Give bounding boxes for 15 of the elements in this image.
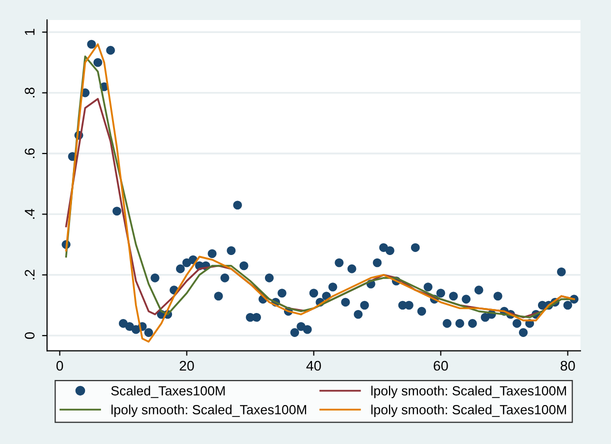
x-tick-label: 0 <box>56 360 64 371</box>
x-tick-label: 20 <box>180 360 194 371</box>
legend-label: lpoly smooth: Scaled_Taxes100M <box>371 386 566 398</box>
y-tick-label: .6 <box>24 148 35 158</box>
y-tick-label: 1 <box>24 28 34 35</box>
legend-label: Scaled_Taxes100M <box>111 386 225 398</box>
y-tick-label: .4 <box>24 208 34 219</box>
x-tick-label: 40 <box>306 360 321 371</box>
x-tick-label: 60 <box>434 360 448 371</box>
x-tick-label: 80 <box>560 360 575 371</box>
legend-label: lpoly smooth: Scaled_Taxes100M <box>371 404 566 417</box>
legend-label: lpoly smooth: Scaled_Taxes100M <box>112 404 306 417</box>
y-tick-label: .8 <box>24 88 35 98</box>
y-tick-label: .2 <box>24 270 34 280</box>
y-tick-label: 0 <box>24 332 35 339</box>
